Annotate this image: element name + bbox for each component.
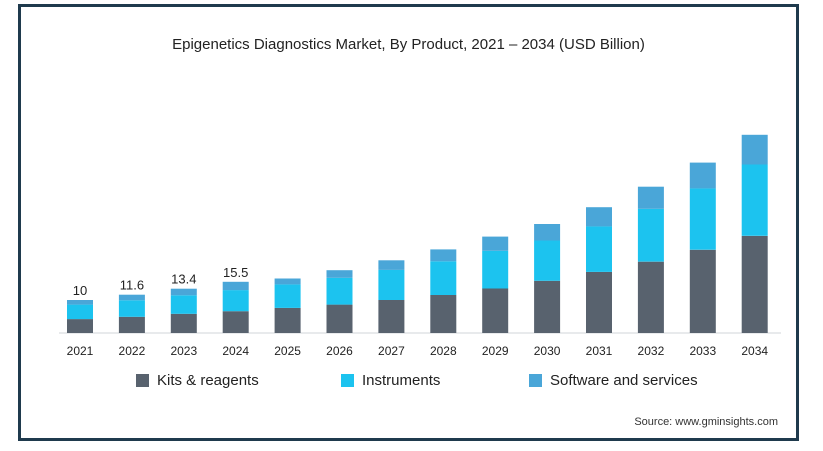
bar-2031-series-1 bbox=[586, 226, 612, 272]
bar-2033-series-1 bbox=[689, 188, 716, 250]
bar-2022-series-0 bbox=[118, 316, 145, 333]
bar-2027-series-1 bbox=[378, 269, 405, 300]
x-tick-2021: 2021 bbox=[67, 344, 94, 358]
bar-2030-series-1 bbox=[534, 240, 561, 281]
data-label-2024: 15.5 bbox=[223, 265, 248, 280]
bar-2028-series-0 bbox=[430, 295, 457, 333]
bar-2028-series-1 bbox=[430, 261, 457, 295]
bar-2029-series-0 bbox=[482, 288, 509, 333]
bar-2032-series-2 bbox=[637, 186, 664, 209]
legend-swatch bbox=[529, 374, 542, 387]
x-tick-2031: 2031 bbox=[586, 344, 613, 358]
legend-item-0: Kits & reagents bbox=[136, 372, 259, 389]
data-label-2023: 13.4 bbox=[171, 272, 196, 287]
x-tick-2025: 2025 bbox=[274, 344, 301, 358]
source-note: Source: www.gminsights.com bbox=[634, 416, 778, 428]
x-tick-2026: 2026 bbox=[326, 344, 353, 358]
bar-2034-series-2 bbox=[741, 134, 768, 165]
x-tick-2022: 2022 bbox=[119, 344, 146, 358]
data-label-2022: 11.6 bbox=[120, 278, 144, 293]
bar-2021-series-1 bbox=[67, 304, 93, 320]
bar-2031-series-0 bbox=[586, 271, 612, 333]
bar-2031-series-2 bbox=[586, 207, 612, 227]
bar-2027-series-0 bbox=[378, 300, 405, 333]
bar-2027-series-2 bbox=[378, 260, 405, 270]
bar-2026-series-0 bbox=[326, 304, 353, 333]
bar-2024-series-0 bbox=[222, 311, 249, 333]
legend-label: Kits & reagents bbox=[157, 372, 259, 389]
x-tick-2024: 2024 bbox=[222, 344, 249, 358]
legend-swatch bbox=[341, 374, 354, 387]
bar-2023-series-1 bbox=[170, 295, 197, 314]
bar-2024-series-2 bbox=[222, 281, 249, 291]
bar-2029-series-2 bbox=[482, 236, 509, 251]
bar-2021-series-0 bbox=[67, 319, 93, 333]
bar-chart: 10 2021 11.6 2022 13.4 2023 15.5 2024 2025 2026 20… bbox=[59, 134, 781, 358]
x-tick-2029: 2029 bbox=[482, 344, 509, 358]
bar-2022-series-1 bbox=[118, 300, 145, 317]
chart-legend: Kits & reagents Instruments Software and s… bbox=[21, 372, 796, 396]
bar-2025-series-1 bbox=[274, 284, 301, 308]
bar-2028-series-2 bbox=[430, 249, 457, 262]
bar-2026-series-2 bbox=[326, 270, 353, 278]
x-tick-2028: 2028 bbox=[430, 344, 457, 358]
chart-title: Epigenetics Diagnostics Market, By Produ… bbox=[172, 36, 645, 53]
bar-2030-series-0 bbox=[534, 280, 561, 333]
chart-frame: Epigenetics Diagnostics Market, By Produ… bbox=[18, 4, 799, 441]
bar-2033-series-0 bbox=[689, 249, 716, 333]
legend-item-1: Instruments bbox=[341, 372, 440, 389]
bar-2025-series-0 bbox=[274, 307, 301, 333]
legend-swatch bbox=[136, 374, 149, 387]
bar-2026-series-1 bbox=[326, 277, 353, 305]
legend-label: Software and services bbox=[550, 372, 698, 389]
bar-2032-series-0 bbox=[637, 261, 664, 333]
x-tick-2033: 2033 bbox=[689, 344, 716, 358]
bar-2034-series-0 bbox=[741, 235, 768, 333]
data-label-2021: 10 bbox=[73, 283, 87, 298]
x-tick-2023: 2023 bbox=[170, 344, 197, 358]
bar-2034-series-1 bbox=[741, 164, 768, 236]
x-tick-2032: 2032 bbox=[638, 344, 665, 358]
bar-2030-series-2 bbox=[534, 224, 561, 241]
bar-2021-series-2 bbox=[67, 300, 93, 305]
bar-2024-series-1 bbox=[222, 290, 249, 312]
x-tick-2030: 2030 bbox=[534, 344, 561, 358]
x-tick-2027: 2027 bbox=[378, 344, 405, 358]
x-tick-2034: 2034 bbox=[741, 344, 768, 358]
bar-2032-series-1 bbox=[637, 208, 664, 262]
bar-2023-series-0 bbox=[170, 313, 197, 333]
bar-2025-series-2 bbox=[274, 278, 301, 285]
bar-2033-series-2 bbox=[689, 162, 716, 189]
legend-label: Instruments bbox=[362, 372, 441, 389]
bar-2022-series-2 bbox=[118, 294, 145, 301]
bar-2023-series-2 bbox=[170, 288, 197, 296]
bar-2029-series-1 bbox=[482, 250, 509, 289]
legend-item-2: Software and services bbox=[529, 372, 698, 389]
